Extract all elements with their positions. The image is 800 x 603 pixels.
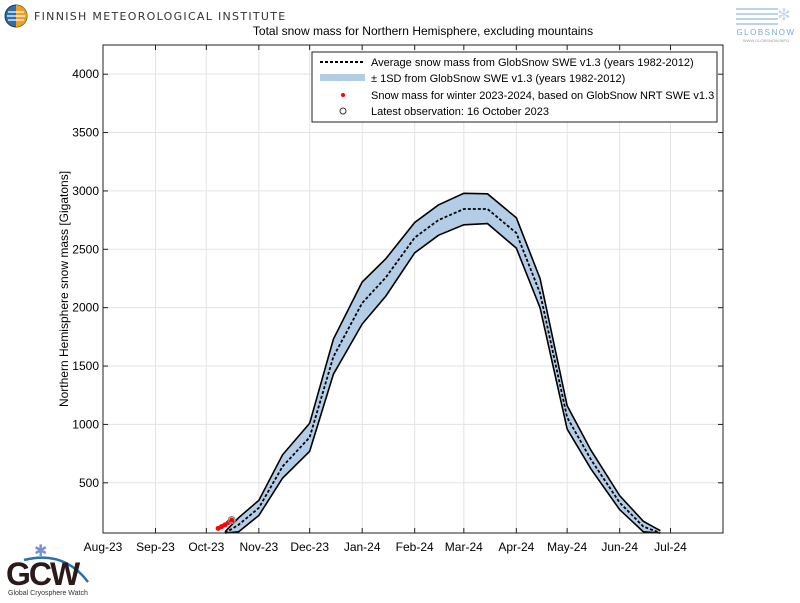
y-tick-label: 4000 (72, 67, 99, 81)
observation-point (229, 517, 235, 523)
x-tick-label: Apr-24 (498, 540, 534, 554)
legend-band-label: ± 1SD from GlobSnow SWE v1.3 (years 1982… (371, 73, 625, 85)
snowflake-icon: ✱ (34, 543, 47, 560)
gcw-logo: ✱ GCW Global Cryosphere Watch (4, 542, 94, 598)
plot-frame (102, 44, 724, 534)
series-layer (215, 192, 661, 534)
legend-latest-label: Latest observation: 16 October 2023 (371, 106, 549, 118)
x-tick-label: Nov-23 (240, 540, 279, 554)
y-tick-label: 500 (79, 476, 99, 490)
x-tick-label: Dec-23 (290, 540, 329, 554)
globsnow-url: WWW.GLOBSNOW.INFO (743, 38, 789, 43)
latest-observation-marker (227, 516, 236, 525)
y-tick-label: 2500 (72, 242, 99, 256)
x-tick-label: Jul-24 (654, 540, 687, 554)
fmi-logo-text: FINNISH METEOROLOGICAL INSTITUTE (34, 9, 287, 23)
y-tick-label: 2000 (72, 301, 99, 315)
x-tick-label: Oct-23 (188, 540, 224, 554)
mean-line (224, 208, 661, 534)
x-tick-label: Feb-24 (396, 540, 434, 554)
y-tick-label: 3500 (72, 126, 99, 140)
sd-lower-line (224, 222, 661, 534)
x-tick-label: Mar-24 (445, 540, 483, 554)
gcw-logo-subtext: Global Cryosphere Watch (8, 590, 88, 597)
x-tick-label: May-24 (547, 540, 587, 554)
legend: Average snow mass from GlobSnow SWE v1.3… (311, 51, 718, 123)
legend-latest-swatch (339, 107, 347, 115)
x-tick-label: Jan-24 (344, 540, 381, 554)
legend-band-swatch (320, 74, 365, 81)
y-tick-label: 1500 (72, 359, 99, 373)
fmi-logo: FINNISH METEOROLOGICAL INSTITUTE (4, 4, 287, 28)
legend-box (311, 51, 718, 123)
sd-upper-line (224, 192, 661, 533)
x-tick-label: Jun-24 (601, 540, 638, 554)
axis-ticks: Aug-23 Sep-23 Oct-23 Nov-23 Dec-23 Jan-24 Feb-… (72, 45, 723, 554)
y-tick-label: 1000 (72, 417, 99, 431)
svg-text:✻: ✻ (777, 7, 790, 24)
chart-title: Total snow mass for Northern Hemisphere,… (253, 24, 593, 38)
legend-observation-label: Snow mass for winter 2023-2024, based on… (371, 90, 714, 102)
x-tick-label: Aug-23 (84, 540, 123, 554)
globsnow-logo-text: GLOBSNOW (736, 28, 795, 37)
gcw-logo-text: GCW (6, 556, 81, 592)
y-tick-label: 3000 (72, 184, 99, 198)
globsnow-logo: ✻ GLOBSNOW WWW.GLOBSNOW.INFO (736, 4, 796, 44)
x-tick-label: Sep-23 (136, 540, 175, 554)
legend-mean-label: Average snow mass from GlobSnow SWE v1.3… (371, 57, 694, 69)
sd-band (224, 193, 661, 533)
legend-observation-swatch (341, 93, 345, 97)
fmi-emblem-icon (4, 4, 28, 28)
y-axis-label: Northern Hemisphere snow mass [Gigatons] (57, 171, 71, 407)
